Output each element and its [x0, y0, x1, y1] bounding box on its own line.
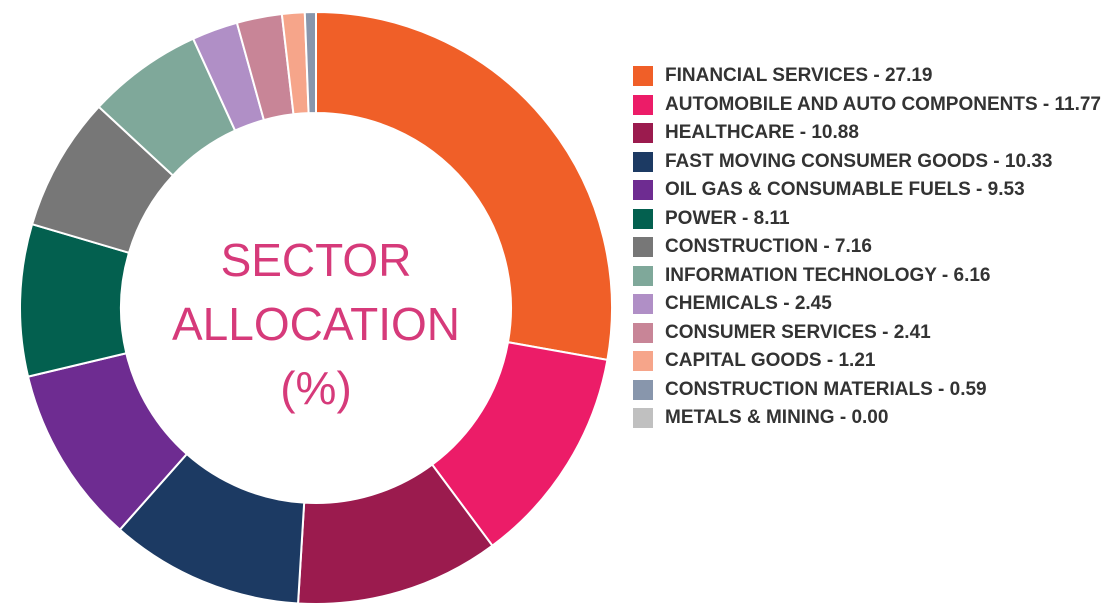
- legend-label: AUTOMOBILE AND AUTO COMPONENTS - 11.77: [665, 93, 1101, 115]
- legend-item: CAPITAL GOODS - 1.21: [633, 347, 1108, 376]
- legend-item: CONSTRUCTION - 7.16: [633, 233, 1108, 262]
- legend-swatch: [633, 94, 653, 115]
- legend-label: OIL GAS & CONSUMABLE FUELS - 9.53: [665, 179, 1025, 200]
- legend-swatch: [633, 123, 653, 143]
- legend-label: CHEMICALS - 2.45: [665, 293, 832, 314]
- legend-label: FINANCIAL SERVICES - 27.19: [665, 65, 933, 86]
- legend-item: FINANCIAL SERVICES - 27.19: [633, 62, 1108, 91]
- legend-swatch: [633, 66, 653, 86]
- legend-swatch: [633, 351, 653, 371]
- legend-swatch: [633, 294, 653, 314]
- legend-item: OIL GAS & CONSUMABLE FUELS - 9.53: [633, 176, 1108, 205]
- legend-label: CAPITAL GOODS - 1.21: [665, 350, 876, 371]
- legend-swatch: [633, 151, 653, 172]
- legend-swatch: [633, 180, 653, 200]
- legend-item: INFORMATION TECHNOLOGY - 6.16: [633, 262, 1108, 291]
- legend-swatch: [633, 408, 653, 428]
- legend-item: HEALTHCARE - 10.88: [633, 119, 1108, 148]
- donut-slice: [315, 10, 613, 362]
- legend-item: CHEMICALS - 2.45: [633, 290, 1108, 319]
- donut-chart: [19, 10, 613, 605]
- chart-title: SECTOR ALLOCATION (%): [172, 234, 460, 414]
- legend-label: CONSTRUCTION - 7.16: [665, 236, 872, 257]
- legend-swatch: [633, 208, 653, 229]
- legend-label: METALS & MINING - 0.00: [665, 407, 889, 428]
- legend-item: POWER - 8.11: [633, 205, 1108, 234]
- legend-item: CONSTRUCTION MATERIALS - 0.59: [633, 376, 1108, 405]
- legend-item: METALS & MINING - 0.00: [633, 404, 1108, 433]
- legend-label: CONSUMER SERVICES - 2.41: [665, 321, 931, 343]
- legend-swatch: [633, 322, 653, 343]
- legend: FINANCIAL SERVICES - 27.19 AUTOMOBILE AND…: [633, 62, 1108, 433]
- legend-label: CONSTRUCTION MATERIALS - 0.59: [665, 378, 987, 400]
- legend-swatch: [633, 265, 653, 286]
- legend-item: CONSUMER SERVICES - 2.41: [633, 319, 1108, 348]
- legend-item: FAST MOVING CONSUMER GOODS - 10.33: [633, 148, 1108, 177]
- legend-label: FAST MOVING CONSUMER GOODS - 10.33: [665, 150, 1053, 172]
- legend-label: INFORMATION TECHNOLOGY - 6.16: [665, 264, 991, 286]
- legend-label: HEALTHCARE - 10.88: [665, 122, 859, 143]
- legend-swatch: [633, 237, 653, 257]
- legend-label: POWER - 8.11: [665, 207, 790, 229]
- legend-item: AUTOMOBILE AND AUTO COMPONENTS - 11.77: [633, 91, 1108, 120]
- legend-swatch: [633, 379, 653, 400]
